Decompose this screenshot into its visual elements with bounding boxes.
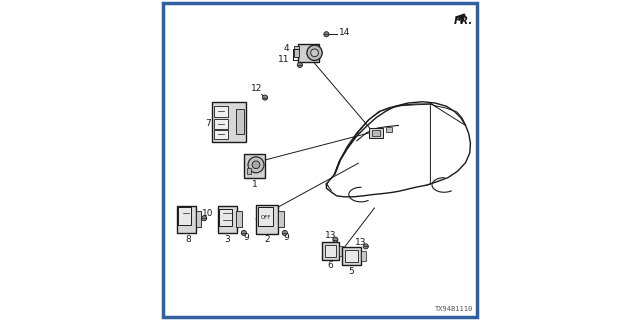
Bar [339,246,344,256]
Bar [219,209,232,227]
Bar [236,109,244,134]
Circle shape [324,32,329,37]
Text: 10: 10 [202,209,213,218]
Circle shape [248,157,264,173]
Text: 4: 4 [284,44,290,53]
Bar [278,211,284,227]
Circle shape [311,49,319,57]
Bar [258,207,273,226]
Text: 6: 6 [328,261,333,270]
Bar [322,243,339,260]
Bar [178,207,191,225]
Text: 1: 1 [252,180,257,188]
Circle shape [241,230,246,236]
Bar [345,250,358,262]
Bar [371,130,380,136]
Bar [212,101,246,141]
Bar [214,119,228,129]
Bar [256,205,278,234]
Bar [218,206,237,233]
Bar [246,168,250,174]
Text: TX94B1110: TX94B1110 [435,306,473,312]
Bar [294,46,299,57]
Bar [369,128,383,138]
Text: 5: 5 [349,267,354,276]
Text: FR.: FR. [453,16,473,26]
Text: 8: 8 [185,236,191,244]
Text: 7: 7 [205,119,211,128]
Circle shape [307,45,323,60]
Bar [361,251,366,261]
Bar [237,211,243,227]
Circle shape [202,216,207,221]
Text: 11: 11 [278,55,290,64]
Circle shape [252,161,260,169]
Bar [325,245,336,257]
Text: 3: 3 [225,236,230,244]
Text: 12: 12 [251,84,262,93]
Bar [298,44,319,61]
Text: 9: 9 [284,233,289,242]
Bar [342,247,361,265]
Text: OFF: OFF [260,215,271,220]
Circle shape [262,95,268,100]
Circle shape [364,244,369,249]
Bar [214,130,228,139]
Circle shape [333,237,338,242]
Circle shape [298,62,303,68]
Circle shape [282,230,287,236]
Text: 13: 13 [355,238,367,247]
Text: 2: 2 [264,236,270,244]
Bar [177,206,196,233]
Text: 14: 14 [339,28,350,37]
Text: 13: 13 [325,231,336,240]
Bar [214,106,228,117]
Bar [244,155,265,178]
Bar [196,211,201,227]
Text: 9: 9 [243,233,248,242]
Bar [386,127,392,132]
